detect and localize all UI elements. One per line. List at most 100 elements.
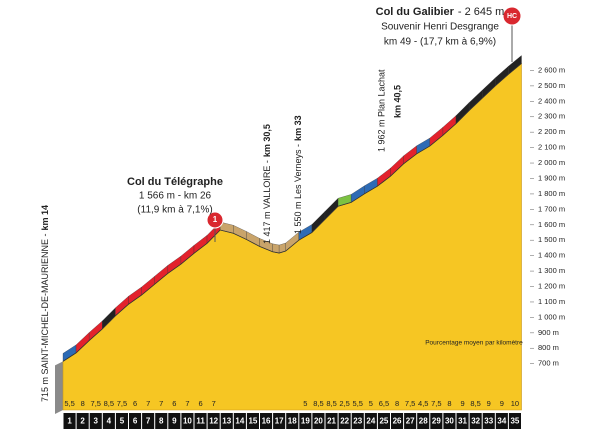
y-tick-label: 1 800 m (538, 189, 565, 198)
km-label: 31 (458, 417, 467, 426)
km-box (338, 413, 351, 429)
km-box (115, 413, 128, 429)
pin (502, 6, 522, 26)
pass-name: Col du Galibier (376, 6, 455, 18)
waypoint-km: km 33 (293, 115, 303, 141)
km-label: 21 (327, 417, 336, 426)
pass-category: 1 (213, 215, 218, 224)
y-tick-label: 1 200 m (538, 282, 565, 291)
km-label: 3 (94, 417, 99, 426)
y-tick-label: 2 300 m (538, 112, 565, 121)
km-box (443, 413, 456, 429)
gradient-label: 9 (500, 399, 504, 408)
km-box (220, 413, 233, 429)
gradient-label: 5 (369, 399, 373, 408)
km-box (377, 413, 390, 429)
note: Pourcentage moyen par kilomètre (425, 340, 523, 347)
km-box (404, 413, 417, 429)
km-box (299, 413, 312, 429)
gradient-label: 8 (447, 399, 451, 408)
km-box (286, 413, 299, 429)
km-label: 14 (235, 417, 244, 426)
waypoint: 715 m SAINT-MICHEL-DE-MAURIENNE - km 14 (40, 205, 50, 402)
km-label: 22 (340, 417, 349, 426)
km-box (469, 413, 482, 429)
gradient-label: 6 (133, 399, 137, 408)
km-box (142, 413, 155, 429)
pass-altitude: - 2 645 m (458, 6, 504, 18)
gradient-label: 8,5 (104, 399, 114, 408)
gradient-label: 7,5 (91, 399, 101, 408)
km-box (364, 413, 377, 429)
gradient-label: 8,5 (313, 399, 323, 408)
pass-detail: (11,9 km à 7,1%) (137, 205, 212, 216)
gradient-label: 5,5 (64, 399, 74, 408)
km-box (194, 413, 207, 429)
km-label: 20 (314, 417, 323, 426)
pass-name: Col du Télégraphe (127, 176, 223, 188)
km-label: 5 (120, 417, 125, 426)
gradient-label: 6 (198, 399, 202, 408)
waypoint-text: 1 962 m Plan Lachat (376, 69, 386, 152)
y-tick-label: 2 000 m (538, 158, 565, 167)
km-box (508, 413, 521, 429)
gradient-label: 7,5 (431, 399, 441, 408)
km-label: 29 (432, 417, 441, 426)
gradient-label: 8,5 (470, 399, 480, 408)
km-box (391, 413, 404, 429)
gradient-label: 5,5 (353, 399, 363, 408)
km-label: 19 (301, 417, 310, 426)
gradient-label: 4,5 (418, 399, 428, 408)
km-box (430, 413, 443, 429)
km-box (312, 413, 325, 429)
km-label: 8 (159, 417, 164, 426)
km-label: 30 (445, 417, 454, 426)
waypoint-text: 715 m SAINT-MICHEL-DE-MAURIENNE - (40, 233, 50, 402)
km-box (168, 413, 181, 429)
gradient-label: 5 (303, 399, 307, 408)
km-label: 24 (366, 417, 375, 426)
pin (206, 211, 224, 229)
y-tick-label: 800 m (538, 343, 559, 352)
km-box (181, 413, 194, 429)
y-tick-label: 1 400 m (538, 251, 565, 260)
km-label: 11 (196, 417, 205, 426)
waypoint-km: km 14 (40, 205, 50, 231)
km-box (76, 413, 89, 429)
y-tick-label: 1 500 m (538, 235, 565, 244)
km-label: 27 (406, 417, 415, 426)
y-tick-label: 1 900 m (538, 173, 565, 182)
km-label: 17 (275, 417, 284, 426)
gradient-label: 7 (185, 399, 189, 408)
waypoint: 1 417 m VALLOIRE - km 30,5 (262, 124, 272, 244)
km-box (456, 413, 469, 429)
km-box (260, 413, 273, 429)
y-tick-label: 700 m (538, 359, 559, 368)
side-face (55, 361, 63, 414)
gradient-label: 9 (487, 399, 491, 408)
y-tick-label: 2 500 m (538, 81, 565, 90)
gradient-label: 7,5 (405, 399, 415, 408)
km-box (233, 413, 246, 429)
pass-detail: km 49 - (17,7 km à 6,9%) (384, 37, 496, 48)
km-box (325, 413, 338, 429)
km-label: 34 (497, 417, 506, 426)
km-box (482, 413, 495, 429)
gradient-label: 8 (395, 399, 399, 408)
km-label: 2 (80, 417, 85, 426)
km-label: 13 (222, 417, 231, 426)
gradient-label: 2,5 (339, 399, 349, 408)
gradient-label: 6 (172, 399, 176, 408)
y-tick-label: 900 m (538, 328, 559, 337)
waypoint-km: km 30,5 (262, 124, 272, 157)
km-box (155, 413, 168, 429)
km-label: 10 (183, 417, 192, 426)
km-box (246, 413, 259, 429)
gradient-label: 10 (511, 399, 519, 408)
y-tick-label: 2 200 m (538, 127, 565, 136)
km-label: 16 (262, 417, 271, 426)
km-label: 25 (379, 417, 388, 426)
waypoint-text: 1 417 m VALLOIRE - (262, 160, 272, 244)
